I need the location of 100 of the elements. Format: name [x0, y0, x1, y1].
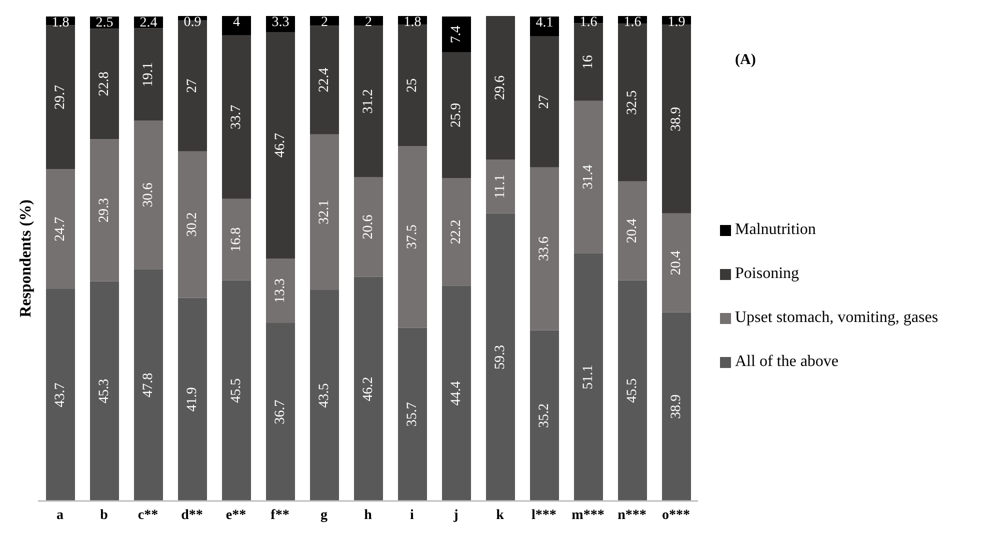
data-label: 45.5: [625, 378, 640, 403]
data-label: 59.3: [493, 344, 508, 370]
bar: [574, 253, 603, 501]
data-label: 22.4: [317, 68, 332, 92]
bar: [46, 169, 75, 290]
bar: [310, 16, 339, 26]
data-label: 1.6: [580, 14, 598, 30]
data-label: 2.4: [140, 15, 158, 30]
data-label: 37.5: [405, 224, 420, 250]
data-label: 36.7: [273, 400, 288, 424]
data-label: 24.7: [53, 216, 68, 242]
data-label: 32.5: [625, 90, 640, 115]
data-label: 25.9: [449, 102, 464, 128]
bar: [354, 276, 383, 501]
data-label: 4: [233, 14, 240, 30]
data-label: 41.9: [185, 387, 200, 412]
data-label: 47.8: [141, 372, 156, 398]
text: (A): [735, 52, 756, 69]
data-label: 33.7: [229, 104, 244, 130]
x-tick-label: f**: [270, 508, 290, 523]
data-label: 2: [321, 14, 328, 30]
bar: [266, 323, 295, 501]
bar: [442, 178, 471, 286]
data-label: 22.8: [97, 72, 112, 96]
data-label: 27: [537, 94, 552, 109]
data-label: 11.1: [493, 174, 508, 198]
bar: [530, 36, 559, 168]
x-tick-label: o***: [662, 508, 690, 523]
data-label: 0.9: [184, 14, 202, 30]
bar: [266, 32, 295, 258]
bar: [178, 151, 207, 298]
bar: [574, 100, 603, 254]
data-label: 1.8: [404, 14, 422, 30]
data-label: 30.6: [141, 182, 156, 208]
data-label: 20.4: [669, 250, 684, 276]
bar: [222, 35, 251, 199]
bar: [398, 24, 427, 146]
data-label: 16: [581, 55, 596, 70]
bar: [530, 16, 559, 36]
x-tick-label: c**: [138, 508, 158, 523]
x-tick-label: j: [452, 508, 458, 523]
x-tick-label: h: [364, 508, 372, 523]
data-label: 19.1: [141, 62, 156, 87]
bar: [662, 213, 691, 312]
bar: [354, 177, 383, 277]
data-label: 35.7: [405, 402, 420, 427]
bar: [134, 120, 163, 270]
data-label: 46.2: [361, 376, 376, 402]
bar: [178, 298, 207, 501]
data-label: 2.5: [96, 15, 114, 30]
bar: [486, 213, 515, 501]
data-label: 31.4: [581, 164, 596, 190]
data-label: 45.5: [229, 378, 244, 403]
data-label: 1.6: [624, 14, 642, 30]
bar: [530, 167, 559, 330]
bar: [354, 26, 383, 178]
data-label: 44.4: [449, 381, 464, 406]
x-tick-label: b: [100, 508, 108, 523]
data-label: 32.1: [317, 200, 332, 224]
data-label: 22.2: [449, 220, 464, 244]
bar: [442, 16, 471, 52]
x-tick-label: d**: [181, 508, 203, 523]
bar: [90, 281, 119, 501]
data-label: 3.3: [272, 14, 290, 30]
data-label: 7.4: [449, 26, 464, 44]
bar: [46, 289, 75, 501]
data-label: 1.9: [668, 14, 686, 30]
data-label: 45.3: [97, 378, 112, 404]
bar: [222, 198, 251, 280]
bar: [46, 25, 75, 170]
x-tick-label: e**: [226, 508, 246, 523]
data-label: 4.1: [536, 15, 554, 30]
data-label: 25: [405, 78, 420, 92]
data-label: 43.5: [317, 383, 332, 408]
x-tick-label: n***: [618, 508, 646, 523]
data-label: 46.7: [273, 133, 288, 158]
data-label: 20.4: [625, 218, 640, 244]
bar: [398, 146, 427, 328]
legend-label: Poisoning: [735, 265, 800, 283]
bar: [90, 139, 119, 282]
legend-label: Upset stomach, vomiting, gases: [735, 309, 938, 327]
bar: [134, 269, 163, 501]
bar: [266, 258, 295, 324]
data-label: 33.6: [537, 236, 552, 262]
bar: [662, 312, 691, 501]
bar: [486, 16, 515, 160]
data-label: 35.2: [537, 403, 552, 428]
bar: [134, 28, 163, 121]
x-tick-label: k: [496, 508, 504, 523]
bar: [486, 160, 515, 214]
data-label: 1.8: [52, 15, 70, 30]
bar: [310, 290, 339, 501]
bar: [222, 16, 251, 36]
data-label: 13.3: [273, 278, 288, 304]
data-label: 29.3: [97, 198, 112, 222]
bar: [530, 330, 559, 501]
data-label: 29.7: [53, 84, 68, 110]
data-label: 20.6: [361, 214, 376, 240]
data-label: 51.1: [581, 364, 596, 390]
bar: [618, 181, 647, 280]
